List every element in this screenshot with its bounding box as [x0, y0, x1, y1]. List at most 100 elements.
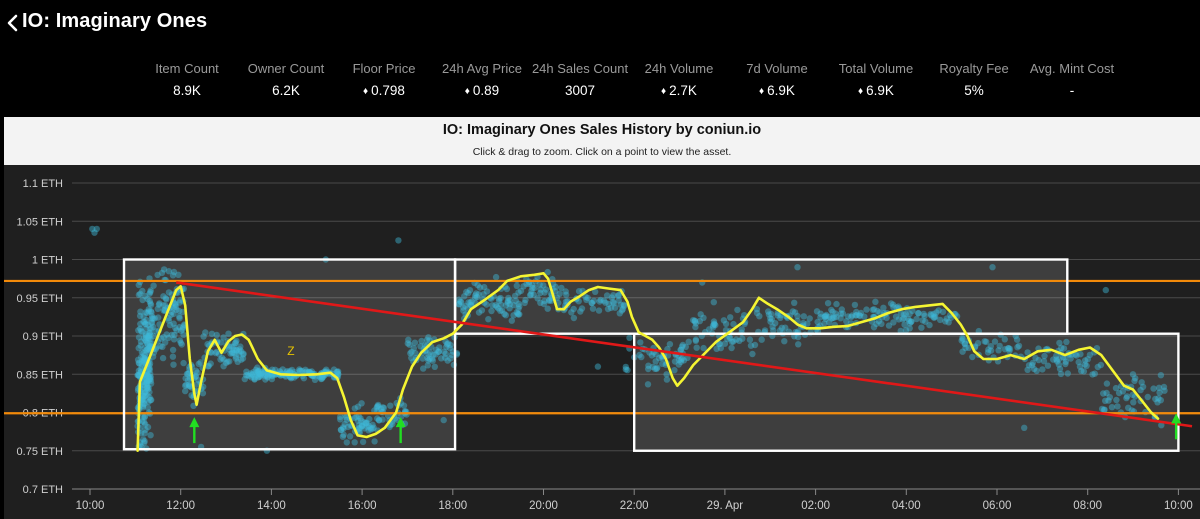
- sale-point[interactable]: [179, 326, 186, 333]
- sale-point[interactable]: [179, 308, 186, 316]
- sale-point[interactable]: [232, 353, 239, 360]
- sale-point[interactable]: [141, 419, 148, 426]
- sale-point[interactable]: [663, 371, 670, 378]
- sale-point[interactable]: [424, 354, 431, 361]
- sale-point[interactable]: [791, 309, 799, 316]
- sale-point[interactable]: [991, 338, 999, 345]
- sale-point[interactable]: [906, 310, 913, 317]
- sale-point[interactable]: [870, 324, 878, 331]
- sale-point[interactable]: [458, 298, 465, 306]
- sale-point[interactable]: [767, 315, 774, 322]
- sale-point[interactable]: [1131, 377, 1138, 385]
- sale-point[interactable]: [536, 281, 543, 288]
- sale-point[interactable]: [501, 310, 508, 318]
- sale-point[interactable]: [939, 308, 947, 316]
- sale-point[interactable]: [621, 302, 628, 309]
- sale-point[interactable]: [135, 291, 143, 299]
- sale-point[interactable]: [395, 237, 402, 244]
- sale-point[interactable]: [1137, 386, 1144, 394]
- sale-point[interactable]: [828, 315, 835, 322]
- sale-point[interactable]: [299, 367, 306, 375]
- sale-point[interactable]: [253, 369, 260, 377]
- sale-point[interactable]: [228, 343, 235, 350]
- sale-point[interactable]: [374, 415, 381, 422]
- sale-point[interactable]: [379, 416, 386, 423]
- sale-point[interactable]: [915, 309, 922, 317]
- sale-point[interactable]: [685, 338, 692, 345]
- sale-point[interactable]: [922, 318, 929, 325]
- sale-point[interactable]: [406, 341, 413, 348]
- sale-point[interactable]: [476, 284, 484, 291]
- sale-point[interactable]: [497, 294, 504, 302]
- sale-point[interactable]: [176, 323, 183, 331]
- sale-point[interactable]: [473, 293, 481, 301]
- sale-point[interactable]: [141, 400, 148, 407]
- sale-point[interactable]: [226, 346, 233, 353]
- sale-point[interactable]: [446, 345, 453, 352]
- sale-point[interactable]: [404, 340, 411, 347]
- sale-point[interactable]: [906, 320, 914, 327]
- sale-point[interactable]: [1015, 342, 1023, 349]
- sale-point[interactable]: [142, 421, 149, 428]
- sale-point[interactable]: [146, 329, 154, 336]
- sale-point[interactable]: [311, 376, 319, 383]
- sale-point[interactable]: [91, 229, 98, 236]
- sale-point[interactable]: [145, 398, 152, 406]
- sale-point[interactable]: [537, 289, 544, 297]
- sale-point[interactable]: [526, 292, 534, 299]
- sale-point[interactable]: [361, 419, 368, 426]
- sale-point[interactable]: [883, 314, 890, 322]
- sale-point[interactable]: [231, 346, 238, 354]
- sale-point[interactable]: [353, 413, 360, 421]
- sale-point[interactable]: [182, 375, 189, 382]
- sale-point[interactable]: [615, 292, 622, 299]
- sale-point[interactable]: [296, 367, 303, 375]
- sale-point[interactable]: [142, 321, 149, 328]
- sale-point[interactable]: [853, 311, 860, 319]
- sale-point[interactable]: [145, 306, 152, 313]
- sale-point[interactable]: [523, 280, 530, 288]
- sale-point[interactable]: [619, 306, 626, 313]
- sale-point[interactable]: [697, 311, 704, 318]
- sale-point[interactable]: [455, 301, 463, 308]
- sale-point[interactable]: [138, 363, 145, 371]
- sale-point[interactable]: [140, 350, 147, 357]
- sale-point[interactable]: [288, 366, 296, 374]
- sale-point[interactable]: [562, 288, 569, 295]
- sale-point[interactable]: [351, 439, 358, 446]
- sale-point[interactable]: [165, 334, 172, 342]
- sale-point[interactable]: [172, 303, 179, 310]
- sale-point[interactable]: [224, 358, 231, 365]
- sale-point[interactable]: [715, 340, 723, 348]
- sale-point[interactable]: [417, 343, 424, 350]
- sale-point[interactable]: [142, 392, 149, 399]
- sale-point[interactable]: [508, 317, 515, 324]
- sale-point[interactable]: [375, 416, 383, 424]
- sale-point[interactable]: [184, 377, 192, 384]
- sale-point[interactable]: [826, 319, 833, 326]
- sale-point[interactable]: [680, 357, 688, 364]
- sale-point[interactable]: [296, 366, 303, 373]
- sale-point[interactable]: [136, 312, 144, 320]
- sale-point[interactable]: [1123, 394, 1130, 402]
- sale-point[interactable]: [176, 313, 183, 320]
- sale-point[interactable]: [139, 418, 146, 425]
- sale-point[interactable]: [343, 439, 350, 446]
- sale-point[interactable]: [856, 312, 863, 319]
- sale-point[interactable]: [609, 298, 617, 306]
- sale-point[interactable]: [146, 394, 153, 401]
- sale-point[interactable]: [287, 375, 295, 382]
- sale-point[interactable]: [144, 392, 151, 399]
- sale-point[interactable]: [873, 320, 880, 328]
- sale-point[interactable]: [158, 269, 166, 277]
- sale-point[interactable]: [147, 373, 154, 381]
- sale-point[interactable]: [781, 338, 788, 345]
- sale-point[interactable]: [366, 415, 373, 423]
- sale-point[interactable]: [921, 312, 928, 320]
- sale-point[interactable]: [520, 283, 527, 290]
- sale-point[interactable]: [537, 299, 544, 306]
- sale-point[interactable]: [782, 324, 789, 331]
- sale-point[interactable]: [139, 404, 147, 411]
- sale-point[interactable]: [146, 335, 153, 342]
- sale-point[interactable]: [874, 307, 881, 315]
